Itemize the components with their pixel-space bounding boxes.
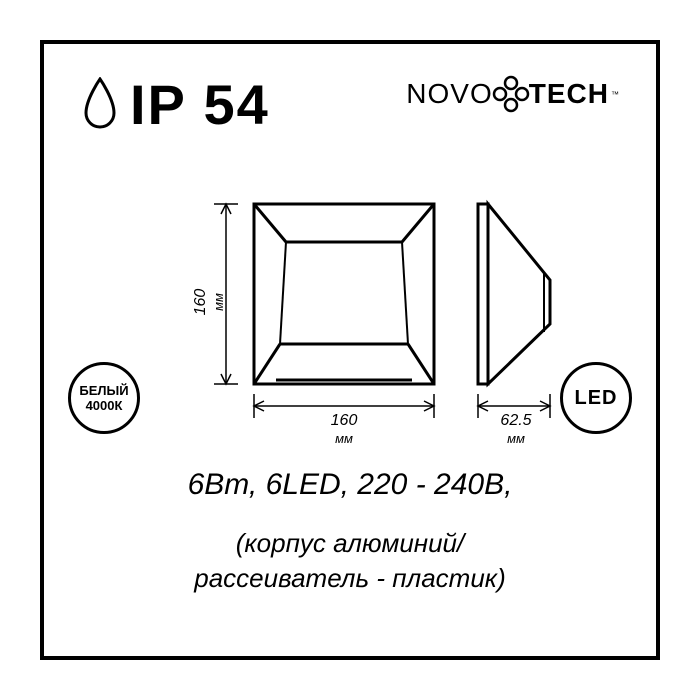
technical-drawings: 160 мм 160 мм 62.5 мм БЕЛЫЙ 4000К LED — [44, 184, 656, 464]
ip-rating-row: IP 54 — [80, 72, 270, 137]
dim-width: 160 мм — [304, 412, 384, 448]
spec-line-2: (корпус алюминий/ — [44, 526, 656, 561]
spec-text: 6Вт, 6LED, 220 - 240В, (корпус алюминий/… — [44, 468, 656, 596]
ip-rating-text: IP 54 — [130, 72, 270, 137]
dim-depth: 62.5 мм — [476, 412, 556, 448]
brand-rings-icon — [491, 74, 531, 114]
brand-post: TECH — [529, 78, 609, 110]
color-temp-badge: БЕЛЫЙ 4000К — [68, 362, 140, 434]
led-badge: LED — [560, 362, 632, 434]
spec-card: IP 54 NOVO TECH ™ — [40, 40, 660, 660]
brand-pre: NOVO — [406, 78, 492, 110]
brand-tm: ™ — [611, 90, 620, 99]
brand-logo: NOVO TECH ™ — [406, 74, 620, 114]
droplet-icon — [80, 77, 120, 133]
spec-line-1: 6Вт, 6LED, 220 - 240В, — [44, 468, 656, 502]
spec-line-3: рассеиватель - пластик) — [44, 561, 656, 596]
dim-height: 160 мм — [192, 282, 228, 322]
